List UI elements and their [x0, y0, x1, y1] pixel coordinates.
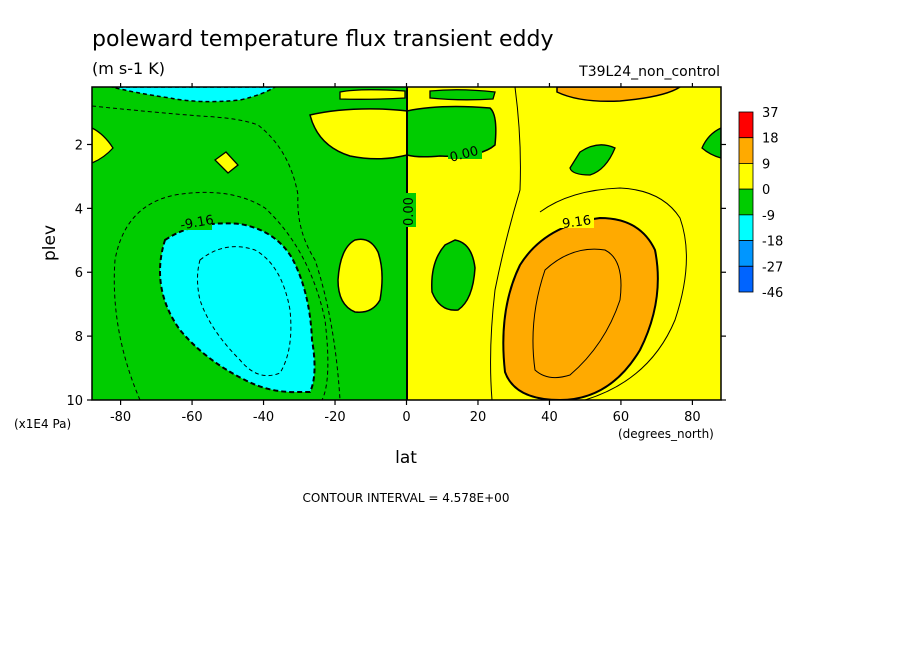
colorbar-label: 18 [762, 132, 779, 147]
contour-label-zero-eq: 0.00 [402, 197, 417, 226]
nh-green-blob-right [569, 144, 616, 176]
y-axis: 2 4 6 8 10 [66, 138, 726, 409]
colorbar-swatch [738, 163, 754, 190]
nh-green-top-strip [429, 89, 496, 101]
contour-label-neg: -9.16 [179, 213, 215, 234]
contour-labels: -9.16 0.00 0.00 9.16 [178, 143, 594, 233]
colorbar-label: -18 [762, 235, 783, 250]
sh-yellow-blob-mid [337, 238, 383, 313]
y-tick-label: 8 [75, 330, 83, 345]
colorbar-swatch [738, 240, 754, 267]
sh-cyan-inner-contour [197, 246, 292, 377]
colorbar-swatch [738, 137, 754, 164]
y-tick-label: 10 [66, 394, 83, 409]
x-axis: -80 -60 -40 -20 0 20 40 60 80 [110, 83, 701, 425]
sh-yellow-top-strip [339, 89, 406, 100]
y-axis-label: plev [40, 225, 60, 261]
y-units-label: (x1E4 Pa) [14, 417, 71, 431]
sh-upper-blue-cell [111, 87, 277, 103]
nh-orange-maximum [502, 216, 659, 400]
dataset-label: T39L24_non_control [578, 64, 720, 80]
colorbar-label: 0 [762, 183, 770, 198]
chart-title: poleward temperature flux transient eddy [92, 27, 554, 52]
nh-green-right-edge [701, 127, 721, 159]
x-axis-label: lat [395, 448, 417, 468]
nh-thin-ring-contour [539, 187, 687, 400]
colorbar-label: -27 [762, 260, 783, 275]
colorbar-swatch [738, 188, 754, 216]
y-tick-label: 2 [75, 138, 83, 153]
nh-orange-inner-contour [532, 248, 622, 379]
clabel-bg-3 [400, 193, 416, 227]
x-tick-label: 40 [541, 410, 558, 425]
clabel-bg-2 [448, 143, 482, 159]
x-tick-label: 80 [684, 410, 701, 425]
colorbar: 37 18 9 0 -9 -18 -27 -46 [738, 106, 783, 301]
plot-area [92, 87, 721, 400]
x-tick-label: -60 [181, 410, 202, 425]
sh-yellow-blob-small [214, 151, 239, 174]
contour-label-zero-nh: 0.00 [448, 144, 480, 166]
x-tick-label: 0 [402, 410, 410, 425]
colorbar-label: -46 [762, 286, 783, 301]
x-units-label: (degrees_north) [618, 427, 714, 441]
sh-cyan-minimum [159, 222, 316, 394]
nh-orange-upper-cell [556, 87, 682, 103]
contour-interval-label: CONTOUR INTERVAL = 4.578E+00 [303, 491, 510, 505]
colorbar-label: -9 [762, 209, 775, 224]
colorbar-swatch [738, 214, 754, 241]
x-tick-label: -40 [253, 410, 274, 425]
chart-units: (m s-1 K) [92, 59, 165, 78]
clabel-bg-4 [560, 212, 594, 228]
x-tick-label: 20 [470, 410, 487, 425]
colorbar-swatch [738, 265, 754, 293]
nh-green-blob-mid [431, 239, 476, 311]
sh-dashed-outer-contour [92, 105, 341, 400]
x-tick-label: -80 [110, 410, 131, 425]
x-tick-label: 60 [613, 410, 630, 425]
x-tick-label: -20 [324, 410, 345, 425]
y-tick-label: 6 [75, 266, 83, 281]
nh-thin-outer-contour [490, 87, 521, 400]
colorbar-label: 9 [762, 157, 770, 172]
colorbar-label: 37 [762, 106, 779, 121]
sh-yellow-left-edge [92, 127, 114, 164]
contour-label-pos: 9.16 [561, 213, 592, 232]
clabel-bg-1 [178, 214, 212, 230]
colorbar-swatch [738, 111, 754, 139]
y-tick-label: 4 [75, 202, 83, 217]
